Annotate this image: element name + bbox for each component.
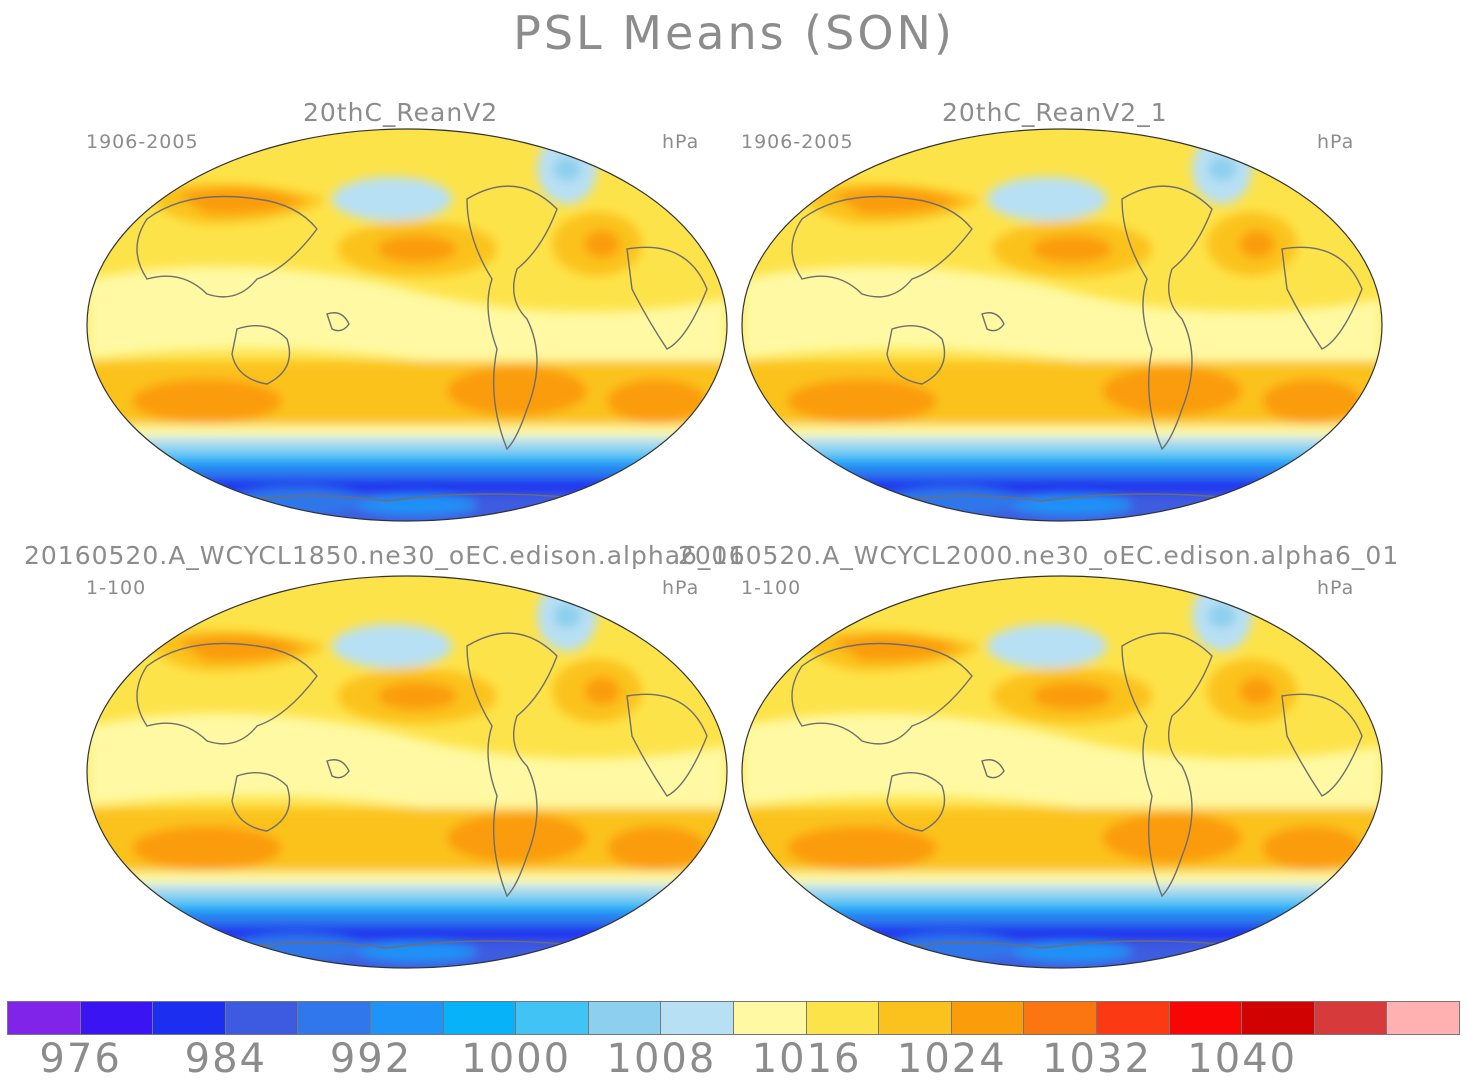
colorbar-label: 1016 <box>751 1036 862 1082</box>
colorbar-swatch <box>1023 1001 1097 1035</box>
panel-period-4: 1-100 <box>741 577 802 599</box>
colorbar-swatch <box>587 1001 662 1035</box>
figure-title: PSL Means (SON) <box>513 6 955 60</box>
panel-units-3: hPa <box>662 577 700 599</box>
colorbar-swatch <box>878 1001 952 1035</box>
colorbar-swatch <box>369 1001 444 1035</box>
colorbar-swatch <box>79 1001 154 1035</box>
panel-period-2: 1906-2005 <box>741 131 854 153</box>
colorbar-swatch <box>515 1001 589 1035</box>
panel-title-3: 20160520.A_WCYCL1850.ne30_oEC.edison.alp… <box>24 541 746 570</box>
panel-title-1: 20thC_ReanV2 <box>303 98 499 127</box>
colorbar-swatch <box>1386 1001 1460 1035</box>
map-panel-4 <box>741 575 1383 969</box>
colorbar-swatch <box>152 1001 226 1035</box>
colorbar-label: 1024 <box>896 1036 1007 1082</box>
colorbar-swatch <box>1313 1001 1388 1035</box>
colorbar-swatch <box>1095 1001 1170 1035</box>
panel-title-2: 20thC_ReanV2_1 <box>942 98 1168 127</box>
colorbar-swatch <box>660 1001 734 1035</box>
colorbar-swatch <box>950 1001 1025 1035</box>
colorbar-swatch <box>297 1001 371 1035</box>
colorbar-swatch <box>805 1001 880 1035</box>
panel-period-1: 1906-2005 <box>86 131 199 153</box>
colorbar-label: 1040 <box>1187 1036 1298 1082</box>
map-panel-2 <box>741 128 1383 522</box>
map-panel-3 <box>86 575 728 969</box>
colorbar-label: 992 <box>329 1036 413 1082</box>
panel-units-2: hPa <box>1317 131 1355 153</box>
colorbar-label: 1008 <box>606 1036 717 1082</box>
colorbar-label: 1000 <box>461 1036 572 1082</box>
colorbar-label: 1032 <box>1042 1036 1152 1082</box>
colorbar-swatch <box>732 1001 807 1035</box>
colorbar-swatch <box>224 1001 299 1035</box>
panel-units-1: hPa <box>662 131 700 153</box>
colorbar-label: 984 <box>184 1036 267 1082</box>
colorbar-swatch <box>1168 1001 1243 1035</box>
colorbar-swatch <box>442 1001 517 1035</box>
colorbar <box>7 1001 1460 1035</box>
map-panel-1 <box>86 128 728 522</box>
panel-units-4: hPa <box>1317 577 1355 599</box>
panel-title-4: 20160520.A_WCYCL2000.ne30_oEC.edison.alp… <box>678 541 1400 570</box>
colorbar-label: 976 <box>39 1036 122 1082</box>
colorbar-swatch <box>7 1001 81 1035</box>
colorbar-swatch <box>1241 1001 1315 1035</box>
panel-period-3: 1-100 <box>86 577 147 599</box>
